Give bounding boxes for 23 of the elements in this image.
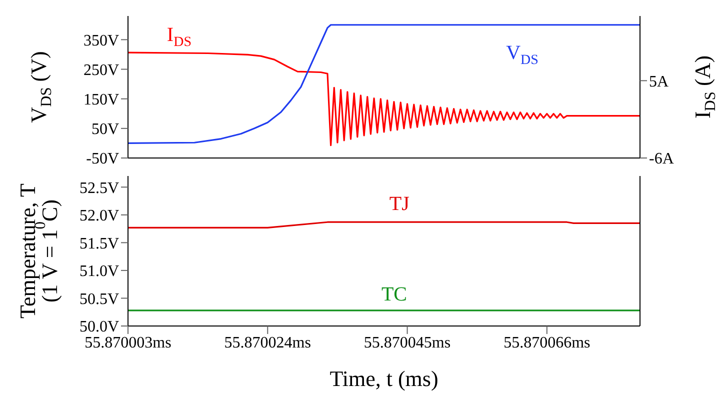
y2-tick-label: 5A	[649, 73, 669, 90]
x-tick-label: 55.870066ms	[504, 334, 590, 352]
y-tick-label: 150V	[83, 92, 120, 109]
y-tick-label: 51.0V	[79, 263, 120, 280]
series-label: TC	[381, 283, 408, 306]
y-tick-label: 50.0V	[79, 318, 120, 336]
x-tick-label: 55.870045ms	[364, 334, 451, 352]
y-tick-label: 250V	[83, 62, 120, 79]
y-tick-label: 52.0V	[79, 208, 120, 225]
series-label: TJ	[389, 193, 410, 216]
series-label: V$_{DS}$	[506, 42, 538, 68]
y-tick-label: 350V	[83, 32, 120, 50]
y-tick-label: 51.5V	[79, 235, 120, 252]
x-tick-label: 55.870003ms	[84, 334, 172, 352]
y2-tick-label: -6A	[649, 150, 674, 168]
series-label: I$_{DS}$	[166, 24, 192, 50]
y-tick-label: 52.5V	[79, 180, 120, 197]
y-tick-label: 50.5V	[79, 290, 120, 308]
x-axis-title: Time, t (ms)	[330, 366, 438, 390]
x-tick-label: 55.870024ms	[224, 334, 311, 352]
y-tick-label: -50V	[86, 150, 120, 168]
y-tick-label: 50V	[91, 121, 120, 138]
line-series	[128, 24, 640, 144]
